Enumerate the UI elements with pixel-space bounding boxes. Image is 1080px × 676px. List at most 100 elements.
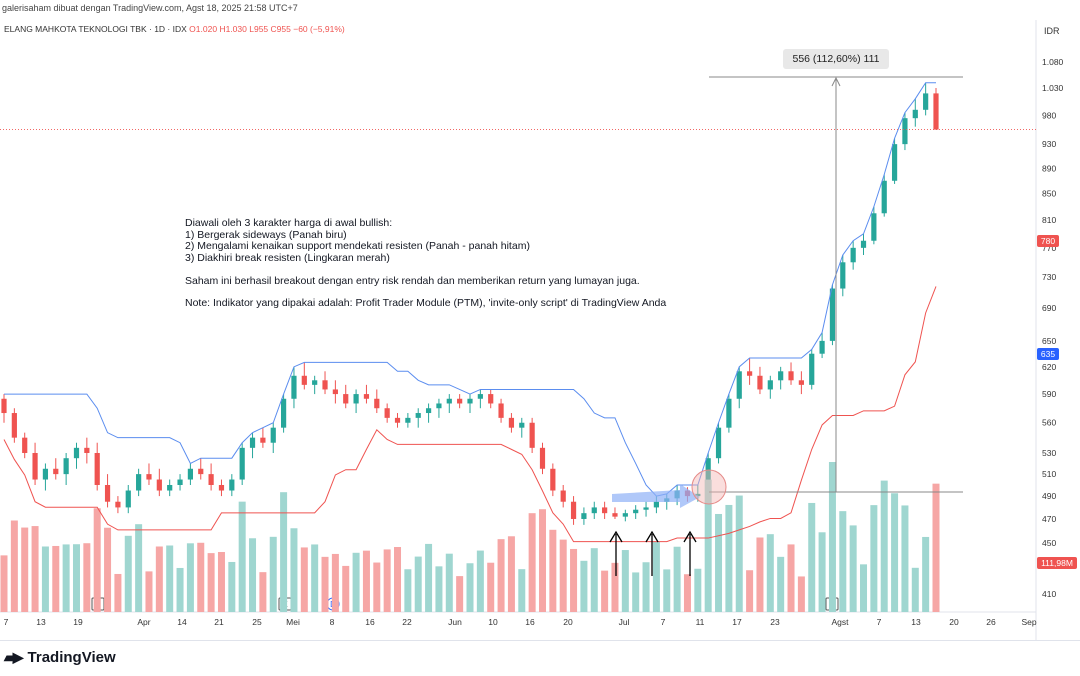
candle-body [156,479,162,491]
candle-body [63,458,69,475]
candle-body [353,394,359,404]
volume-bar [528,513,536,612]
candle-body [581,513,587,519]
price-tick-label: 1.080 [1042,57,1064,67]
candle-body [394,417,401,423]
volume-bar [300,547,308,612]
volume-bar [269,536,277,612]
price-tick-label: 650 [1042,336,1056,346]
candle-body [902,118,908,145]
volume-bar [601,570,609,612]
legend-change: −60 (−5,91%) [293,24,345,34]
candle-body [529,422,535,448]
volume-bar [839,511,847,612]
symbol-legend: ELANG MAHKOTA TEKNOLOGI TBK · 1D · IDX O… [4,22,345,36]
volume-bar [72,544,80,612]
candle-body [136,474,142,491]
candle-body [840,262,846,289]
candle-body [167,484,173,491]
candle-body [1,398,7,414]
candle-body [757,375,763,390]
time-tick-label: 21 [214,617,224,627]
price-tick-label: 510 [1042,469,1056,479]
tradingview-logo[interactable]: ▰▶ TradingView [4,649,116,666]
volume-bar [735,495,743,612]
candle-body [715,427,722,459]
candle-body [94,452,100,485]
brand-text: TradingView [27,649,116,666]
volume-bar [559,539,567,612]
volume-bar [10,520,18,612]
volume-bar [83,543,91,612]
candle-body [291,375,297,399]
volume-bar [487,562,495,612]
volume-bar [808,502,816,612]
candle-body [860,240,867,248]
volume-bar [373,562,381,612]
volume-bar [114,573,122,612]
candle-body [622,513,628,517]
price-chart[interactable]: 1.0801.030980930890850810770730690650620… [0,0,1080,640]
annotation-block: Diawali oleh 3 karakter harga di awal bu… [185,217,530,264]
candle-body [912,109,918,119]
candle-body [229,479,235,491]
currency-label: IDR [1044,26,1060,36]
candle-body [11,413,17,438]
time-tick-label: Apr [137,617,150,627]
time-tick-label: Agst [831,617,849,627]
volume-bar [466,563,474,612]
candle-body [602,507,608,514]
sideways-arrow [612,484,700,508]
volume-bar [124,535,132,612]
price-tick-label: 690 [1042,303,1056,313]
price-tick-label: 530 [1042,448,1056,458]
price-tick-label: 930 [1042,139,1056,149]
volume-bar [435,566,443,612]
volume-bar [621,550,629,612]
volume-bar [632,572,640,612]
volume-bar [922,536,930,612]
legend-high: H1.030 [219,24,247,34]
price-tick-label: 410 [1042,589,1056,599]
annotation-line: Diawali oleh 3 karakter harga di awal bu… [185,217,393,229]
volume-bar [756,537,764,612]
candle-body [415,413,421,418]
candle-body [187,468,193,480]
candle-body [705,458,711,494]
volume-bar [176,567,184,612]
volume-bar [777,556,785,612]
time-tick-label: 25 [252,617,262,627]
volume-bar [880,480,888,612]
candle-body [767,380,773,390]
candle-body [249,437,256,448]
candle-body [343,394,349,404]
time-tick-label: 26 [986,617,996,627]
lower-band-badge: 635 [1037,348,1059,360]
support-band-line [3,286,937,543]
legend-open: O1.020 [189,24,218,34]
legend-low: L955 [249,24,269,34]
candle-body [633,509,639,514]
time-tick-label: 14 [177,617,187,627]
volume-bar [746,570,754,612]
volume-bar [0,555,8,612]
volume-bar [135,524,143,612]
candle-body [363,394,370,399]
candle-body [498,403,504,418]
candle-body [73,447,80,459]
candle-body [115,501,121,508]
price-tick-label: 770 [1042,243,1056,253]
candle-body [32,452,38,480]
volume-bar [652,541,660,612]
candle-body [436,403,442,409]
candle-body [198,468,204,475]
volume-bar [818,532,826,612]
volume-bar [497,539,505,612]
volume-bar [870,505,878,612]
candle-body [53,468,59,475]
volume-bar [41,546,49,612]
measure-label: 556 (112,60%) 111 [783,49,889,69]
volume-bar [911,567,919,612]
support-arrow-head [645,530,659,543]
volume-bar [673,546,681,612]
